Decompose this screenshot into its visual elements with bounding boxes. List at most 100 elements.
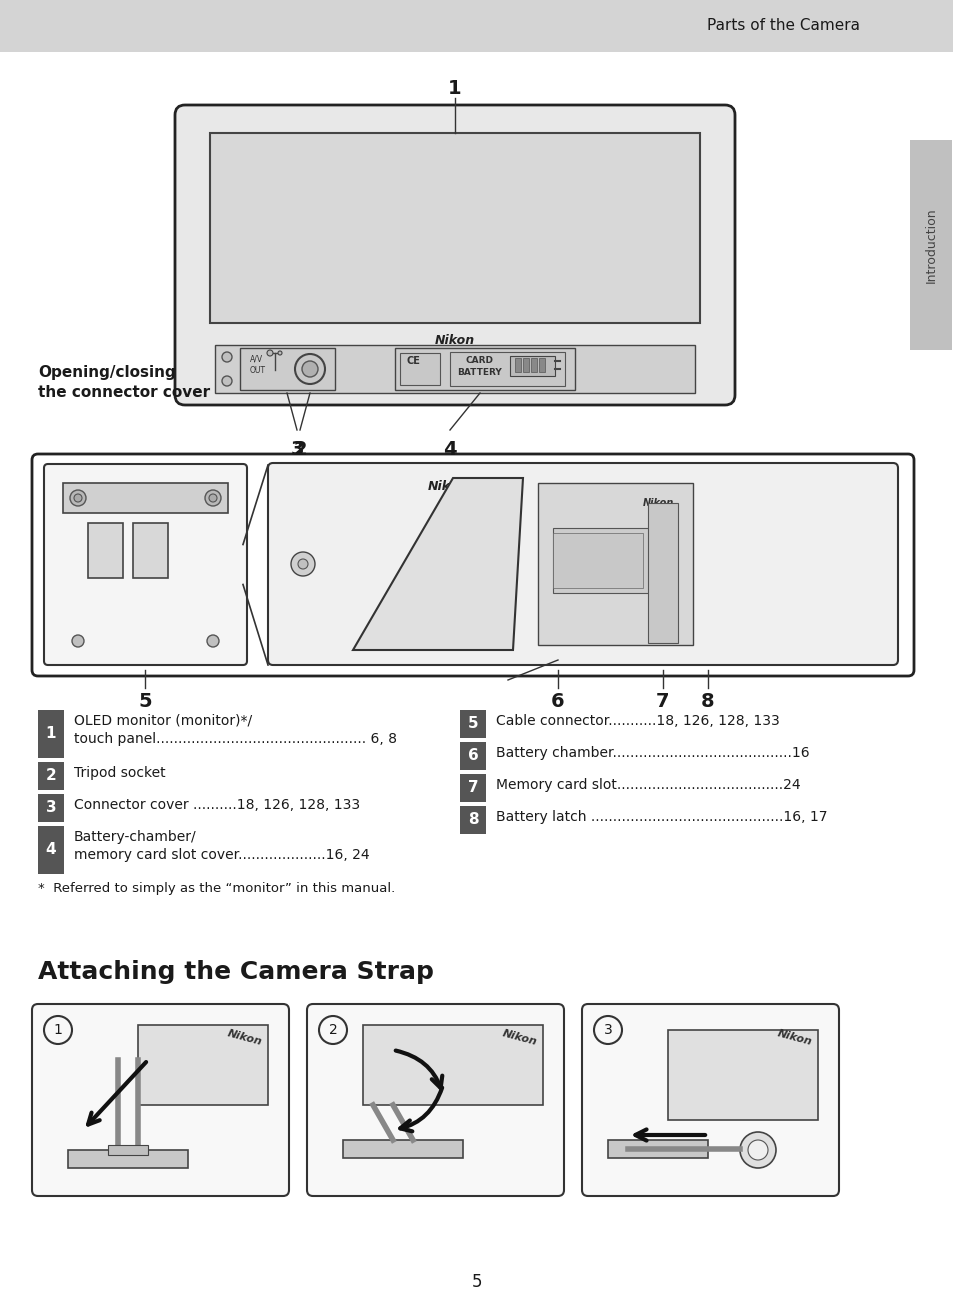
Bar — [531, 357, 537, 372]
Bar — [537, 484, 692, 645]
Bar — [363, 1025, 542, 1105]
Bar — [450, 352, 564, 386]
Bar — [38, 710, 64, 758]
Text: 5: 5 — [138, 692, 152, 711]
Text: CARD: CARD — [465, 356, 494, 365]
Bar — [459, 742, 485, 770]
Bar — [38, 827, 64, 874]
Text: Battery-chamber/: Battery-chamber/ — [74, 830, 196, 844]
Circle shape — [302, 361, 317, 377]
Bar — [0, 0, 953, 53]
Text: 5: 5 — [467, 716, 477, 732]
Bar — [510, 356, 555, 376]
Text: Battery chamber.........................................16: Battery chamber.........................… — [496, 746, 809, 759]
Bar — [38, 762, 64, 790]
Bar — [68, 1150, 188, 1168]
Circle shape — [205, 490, 221, 506]
FancyBboxPatch shape — [268, 463, 897, 665]
Bar — [38, 794, 64, 823]
Circle shape — [277, 351, 282, 355]
FancyBboxPatch shape — [44, 464, 247, 665]
Text: touch panel................................................ 6, 8: touch panel.............................… — [74, 732, 396, 746]
Text: Nikon: Nikon — [226, 1028, 263, 1047]
FancyBboxPatch shape — [307, 1004, 563, 1196]
Circle shape — [740, 1131, 775, 1168]
Bar — [63, 484, 228, 512]
Text: memory card slot cover....................16, 24: memory card slot cover..................… — [74, 848, 369, 862]
Circle shape — [222, 376, 232, 386]
Bar — [399, 353, 439, 385]
Text: Connector cover ..........18, 126, 128, 133: Connector cover ..........18, 126, 128, … — [74, 798, 359, 812]
Text: 5: 5 — [471, 1273, 482, 1290]
FancyBboxPatch shape — [32, 455, 913, 675]
Text: 6: 6 — [551, 692, 564, 711]
Text: Nikon: Nikon — [775, 1028, 812, 1047]
Text: OUT: OUT — [250, 367, 266, 374]
Text: 3: 3 — [603, 1024, 612, 1037]
Circle shape — [267, 350, 273, 356]
Text: 8: 8 — [467, 812, 477, 828]
Circle shape — [209, 494, 216, 502]
Text: Attaching the Camera Strap: Attaching the Camera Strap — [38, 961, 434, 984]
Bar — [210, 133, 700, 323]
Bar — [395, 348, 575, 390]
Text: CE: CE — [407, 356, 420, 367]
Text: 7: 7 — [467, 781, 477, 795]
Text: Introduction: Introduction — [923, 208, 937, 283]
Text: 2: 2 — [328, 1024, 337, 1037]
Polygon shape — [353, 478, 522, 650]
Text: Cable connector...........18, 126, 128, 133: Cable connector...........18, 126, 128, … — [496, 714, 779, 728]
Text: 8: 8 — [700, 692, 714, 711]
FancyBboxPatch shape — [32, 1004, 289, 1196]
Circle shape — [297, 558, 308, 569]
FancyBboxPatch shape — [581, 1004, 838, 1196]
Bar — [515, 357, 520, 372]
Text: 4: 4 — [443, 440, 456, 459]
Bar — [240, 348, 335, 390]
Text: 4: 4 — [46, 842, 56, 858]
Bar — [647, 503, 678, 643]
Text: 2: 2 — [46, 769, 56, 783]
Text: 1: 1 — [46, 727, 56, 741]
Bar — [132, 523, 168, 578]
Text: Battery latch ............................................16, 17: Battery latch ..........................… — [496, 809, 826, 824]
Bar — [88, 523, 123, 578]
Text: 6: 6 — [467, 749, 477, 763]
Circle shape — [222, 352, 232, 361]
Text: 3: 3 — [46, 800, 56, 816]
FancyBboxPatch shape — [174, 105, 734, 405]
Bar — [522, 357, 529, 372]
Text: Memory card slot......................................24: Memory card slot........................… — [496, 778, 800, 792]
Circle shape — [71, 635, 84, 646]
Circle shape — [70, 490, 86, 506]
Bar — [538, 357, 544, 372]
Text: Nikon: Nikon — [435, 334, 475, 347]
Circle shape — [294, 353, 325, 384]
Text: 7: 7 — [656, 692, 669, 711]
Circle shape — [207, 635, 219, 646]
Circle shape — [44, 1016, 71, 1045]
Bar — [108, 1144, 148, 1155]
Text: A/V: A/V — [250, 353, 263, 363]
Bar — [667, 1030, 817, 1120]
Bar — [553, 528, 652, 593]
Bar — [909, 141, 951, 350]
Text: Opening/closing: Opening/closing — [38, 365, 175, 380]
Circle shape — [74, 494, 82, 502]
Circle shape — [291, 552, 314, 576]
Text: Parts of the Camera: Parts of the Camera — [706, 18, 859, 33]
Bar — [214, 346, 695, 393]
Bar — [607, 1141, 707, 1158]
Bar — [459, 805, 485, 834]
Text: Nikon: Nikon — [428, 480, 468, 493]
Text: Nikon: Nikon — [500, 1028, 537, 1047]
Text: the connector cover: the connector cover — [38, 385, 210, 399]
Bar — [553, 533, 642, 587]
Text: 1: 1 — [448, 79, 461, 97]
Circle shape — [594, 1016, 621, 1045]
Bar — [343, 1141, 462, 1158]
Text: 2: 2 — [293, 440, 307, 459]
Text: Tripod socket: Tripod socket — [74, 766, 166, 781]
Text: *  Referred to simply as the “monitor” in this manual.: * Referred to simply as the “monitor” in… — [38, 882, 395, 895]
Text: BATTERY: BATTERY — [457, 368, 502, 377]
